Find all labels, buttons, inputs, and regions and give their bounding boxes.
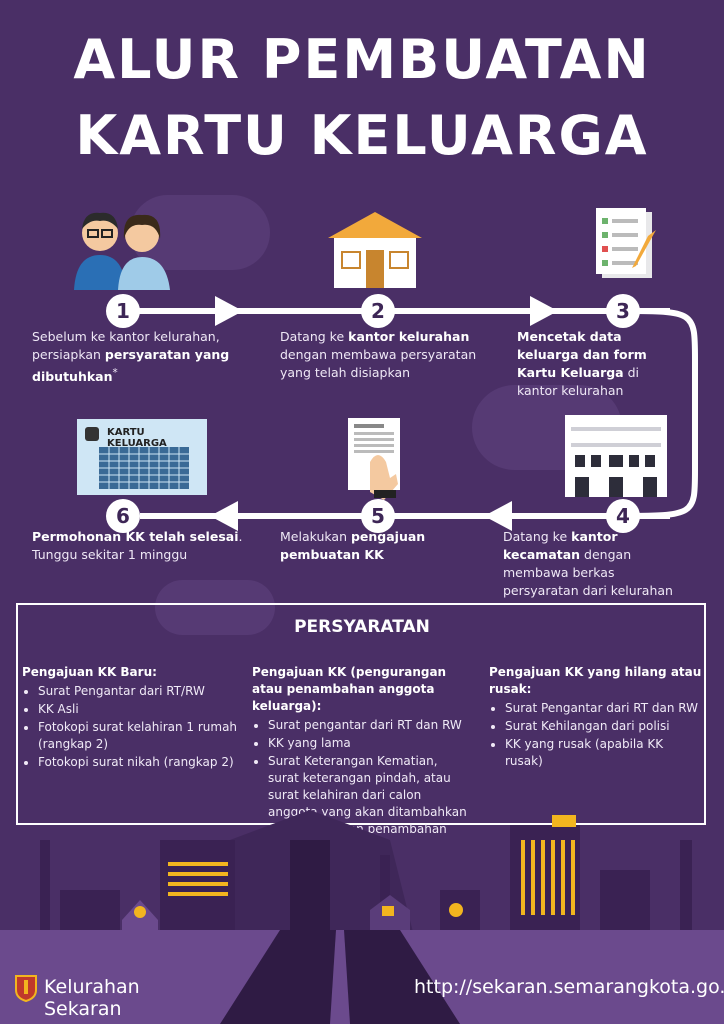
website-link[interactable]: http://sekaran.semarangkota.go.id bbox=[414, 976, 724, 998]
people-icon bbox=[74, 212, 170, 290]
step-5-text-pre: Melakukan bbox=[280, 529, 351, 544]
step-1-text: Sebelum ke kantor kelurahan, persiapkan … bbox=[32, 328, 232, 386]
step-number-1: 1 bbox=[106, 294, 140, 328]
requirements-title: PERSYARATAN bbox=[294, 617, 430, 637]
semarang-emblem-icon bbox=[15, 975, 37, 1002]
step-2-text-pre: Datang ke bbox=[280, 329, 349, 344]
card-label: KARTU KELUARGA bbox=[107, 427, 167, 449]
flow-line-top bbox=[130, 308, 670, 314]
page-title-line2: KARTU KELUARGA bbox=[75, 104, 649, 167]
step-6-text-bold: Permohonan KK telah selesai bbox=[32, 529, 239, 544]
list-item: Fotokopi surat nikah (rangkap 2) bbox=[38, 754, 240, 771]
step-5-text: Melakukan pengajuan pembuatan KK bbox=[280, 528, 495, 564]
road bbox=[220, 930, 460, 1024]
requirements-heading: Pengajuan KK Baru: bbox=[22, 665, 157, 679]
flow-curve bbox=[619, 308, 698, 519]
list-item: Surat pengantar dari RT dan RW bbox=[268, 717, 470, 734]
step-4-text-post: dengan membawa berkas persyaratan dari k… bbox=[503, 547, 673, 598]
requirements-heading: Pengajuan KK (pengurangan atau penambaha… bbox=[252, 665, 447, 713]
card-table-grid bbox=[99, 447, 189, 489]
step-number-6: 6 bbox=[106, 499, 140, 533]
flow-line-bottom bbox=[140, 513, 670, 519]
list-item: KK Asli bbox=[38, 701, 240, 718]
step-number-4: 4 bbox=[606, 499, 640, 533]
office-building-icon bbox=[565, 415, 667, 497]
list-item: Surat Pengantar dari RT dan RW bbox=[505, 700, 704, 717]
step-number-2: 2 bbox=[361, 294, 395, 328]
step-1-text-post: * bbox=[112, 367, 118, 379]
step-4-text: Datang ke kantor kecamatan dengan membaw… bbox=[503, 528, 678, 600]
family-card: KARTU KELUARGA bbox=[77, 419, 207, 495]
document-sign-icon bbox=[348, 418, 400, 500]
step-2-text-post: dengan membawa persyaratan yang telah di… bbox=[280, 347, 477, 380]
cloud bbox=[155, 580, 275, 635]
step-4-text-bold: kantor kecamatan bbox=[503, 529, 618, 562]
step-1-text-pre: Sebelum ke kantor kelurahan, persiapkan bbox=[32, 329, 220, 362]
page-title-line1: ALUR PEMBUATAN bbox=[73, 28, 651, 91]
requirements-list: Surat Pengantar dari RT dan RW Surat Keh… bbox=[489, 700, 704, 770]
requirements-column-lost: Pengajuan KK yang hilang atau rusak: Sur… bbox=[489, 664, 704, 771]
step-3-text-bold: Mencetak data keluarga dan form Kartu Ke… bbox=[517, 329, 647, 380]
arrow-left-icon bbox=[484, 501, 512, 531]
step-3-text-post: di kantor kelurahan bbox=[517, 365, 640, 398]
list-item: Surat Kehilangan dari polisi bbox=[505, 718, 704, 735]
arrow-left-icon bbox=[210, 501, 238, 531]
list-item: KK yang rusak (apabila KK rusak) bbox=[505, 736, 704, 770]
step-2-text: Datang ke kantor kelurahan dengan membaw… bbox=[280, 328, 490, 382]
step-number-5: 5 bbox=[361, 499, 395, 533]
checklist-icon bbox=[596, 208, 656, 278]
step-2-text-bold: kantor kelurahan bbox=[348, 329, 470, 344]
step-5-text-bold: pengajuan pembuatan KK bbox=[280, 529, 426, 562]
step-6-text: Permohonan KK telah selesai. Tunggu seki… bbox=[32, 528, 257, 564]
arrow-right-icon bbox=[215, 296, 243, 326]
list-item: Surat Pengantar dari RT/RW bbox=[38, 683, 240, 700]
garuda-emblem-icon bbox=[85, 427, 99, 441]
list-item: Fotokopi surat kelahiran 1 rumah (rangka… bbox=[38, 719, 240, 753]
step-4-text-pre: Datang ke bbox=[503, 529, 572, 544]
footer-left: Kelurahan Sekaran bbox=[10, 970, 210, 1020]
org-name: Kelurahan Sekaran bbox=[44, 976, 140, 1020]
requirements-column-new: Pengajuan KK Baru: Surat Pengantar dari … bbox=[22, 664, 240, 772]
step-number-3: 3 bbox=[606, 294, 640, 328]
requirements-box bbox=[16, 603, 706, 825]
requirements-list: Surat Pengantar dari RT/RW KK Asli Fotok… bbox=[22, 683, 240, 771]
arrow-right-icon bbox=[530, 296, 558, 326]
step-6-text-post: . Tunggu sekitar 1 minggu bbox=[32, 529, 243, 562]
step-3-text: Mencetak data keluarga dan form Kartu Ke… bbox=[517, 328, 682, 400]
requirements-heading: Pengajuan KK yang hilang atau rusak: bbox=[489, 665, 702, 696]
step-1-text-bold: persyaratan yang dibutuhkan bbox=[32, 347, 230, 385]
list-item: KK yang lama bbox=[268, 735, 470, 752]
house-icon bbox=[328, 212, 422, 288]
